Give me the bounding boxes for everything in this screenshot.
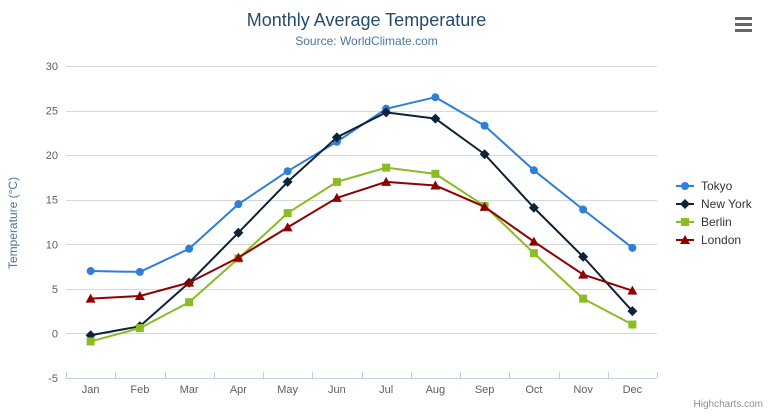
square-marker-berlin xyxy=(283,209,292,218)
x-axis-label: Mar xyxy=(180,384,199,396)
circle-marker-tokyo xyxy=(234,200,243,209)
x-axis-label: Jun xyxy=(328,384,346,396)
x-axis-label: May xyxy=(277,384,298,396)
context-menu-button[interactable] xyxy=(733,13,755,35)
square-marker-berlin xyxy=(382,163,391,172)
y-axis-label: 30 xyxy=(46,61,58,73)
legend-label: Berlin xyxy=(701,215,732,229)
circle-marker-tokyo xyxy=(135,267,144,276)
x-axis-label: Apr xyxy=(230,384,247,396)
x-axis-label: Sep xyxy=(475,384,495,396)
legend-item-london[interactable]: London xyxy=(676,231,752,249)
x-axis-label: Dec xyxy=(623,384,643,396)
diamond-marker-new-york xyxy=(233,227,244,238)
y-axis-title: Temperature (°C) xyxy=(6,176,20,270)
x-axis-label: Jan xyxy=(82,384,100,396)
y-axis-label: 20 xyxy=(46,150,58,162)
triangle-marker-london xyxy=(430,180,441,190)
y-axis-label: 10 xyxy=(46,239,58,251)
diamond-legend-marker xyxy=(680,199,690,209)
square-marker-berlin xyxy=(628,320,637,329)
credits-link[interactable]: Highcharts.com xyxy=(693,399,763,410)
series-line-berlin[interactable] xyxy=(89,166,634,343)
triangle-marker-london xyxy=(331,192,342,202)
square-marker-berlin xyxy=(579,294,588,303)
legend-item-tokyo[interactable]: Tokyo xyxy=(676,177,752,195)
circle-marker-tokyo xyxy=(431,93,440,102)
series-line-new-york[interactable] xyxy=(89,111,634,337)
triangle-marker-london xyxy=(627,285,638,295)
triangle-marker-london xyxy=(578,269,589,279)
square-marker-berlin xyxy=(86,337,95,346)
triangle-marker-london xyxy=(282,222,293,232)
circle-marker-tokyo xyxy=(579,205,588,214)
x-axis-label: Nov xyxy=(573,384,593,396)
y-axis-label: -5 xyxy=(48,373,58,385)
circle-legend-icon xyxy=(676,182,694,190)
triangle-legend-icon xyxy=(676,235,694,244)
triangle-marker-london xyxy=(233,252,244,262)
hamburger-icon xyxy=(735,16,752,20)
triangle-marker-london xyxy=(381,176,392,186)
triangle-marker-london xyxy=(184,277,195,287)
diamond-marker-new-york xyxy=(479,149,490,160)
circle-marker-tokyo xyxy=(480,121,489,130)
legend-label: London xyxy=(701,233,742,247)
circle-marker-tokyo xyxy=(86,267,95,276)
triangle-marker-london xyxy=(134,290,145,300)
diamond-marker-new-york xyxy=(430,113,441,124)
diamond-marker-new-york xyxy=(578,251,589,262)
chart-subtitle: Source: WorldClimate.com xyxy=(295,34,438,48)
y-axis-label: 15 xyxy=(46,195,58,207)
diamond-legend-icon xyxy=(676,199,694,209)
legend-label: Tokyo xyxy=(701,179,733,193)
y-axis-label: 25 xyxy=(46,106,58,118)
series-line-tokyo[interactable] xyxy=(89,96,634,273)
circle-marker-tokyo xyxy=(185,244,194,253)
diamond-marker-new-york xyxy=(282,176,293,187)
square-marker-berlin xyxy=(185,298,194,307)
x-axis-label: Oct xyxy=(525,384,542,396)
legend-item-new-york[interactable]: New York xyxy=(676,195,752,213)
x-axis-label: Aug xyxy=(426,384,446,396)
triangle-marker-london xyxy=(479,201,490,211)
square-legend-icon xyxy=(676,218,694,226)
legend-item-berlin[interactable]: Berlin xyxy=(676,213,752,231)
triangle-marker-london xyxy=(85,293,96,303)
triangle-legend-marker xyxy=(680,235,690,244)
legend-label: New York xyxy=(701,197,752,211)
square-marker-berlin xyxy=(431,169,440,178)
diamond-marker-new-york xyxy=(528,202,539,213)
triangle-marker-london xyxy=(528,236,539,246)
circle-legend-marker xyxy=(681,182,689,190)
circle-marker-tokyo xyxy=(283,167,292,176)
y-axis-label: 0 xyxy=(52,328,58,340)
square-legend-marker xyxy=(681,218,689,226)
x-axis-label: Jul xyxy=(379,384,393,396)
diamond-marker-new-york xyxy=(331,132,342,143)
circle-marker-tokyo xyxy=(529,166,538,175)
y-axis-label: 5 xyxy=(52,284,58,296)
diamond-marker-new-york xyxy=(381,107,392,118)
chart-title: Monthly Average Temperature xyxy=(246,10,487,30)
square-marker-berlin xyxy=(135,324,144,333)
square-marker-berlin xyxy=(332,177,341,186)
circle-marker-tokyo xyxy=(628,243,637,252)
square-marker-berlin xyxy=(529,249,538,258)
legend: Tokyo New York Berlin London xyxy=(676,177,752,249)
series-line-london[interactable] xyxy=(89,180,634,300)
diamond-marker-new-york xyxy=(627,306,638,317)
x-axis-label: Feb xyxy=(130,384,149,396)
